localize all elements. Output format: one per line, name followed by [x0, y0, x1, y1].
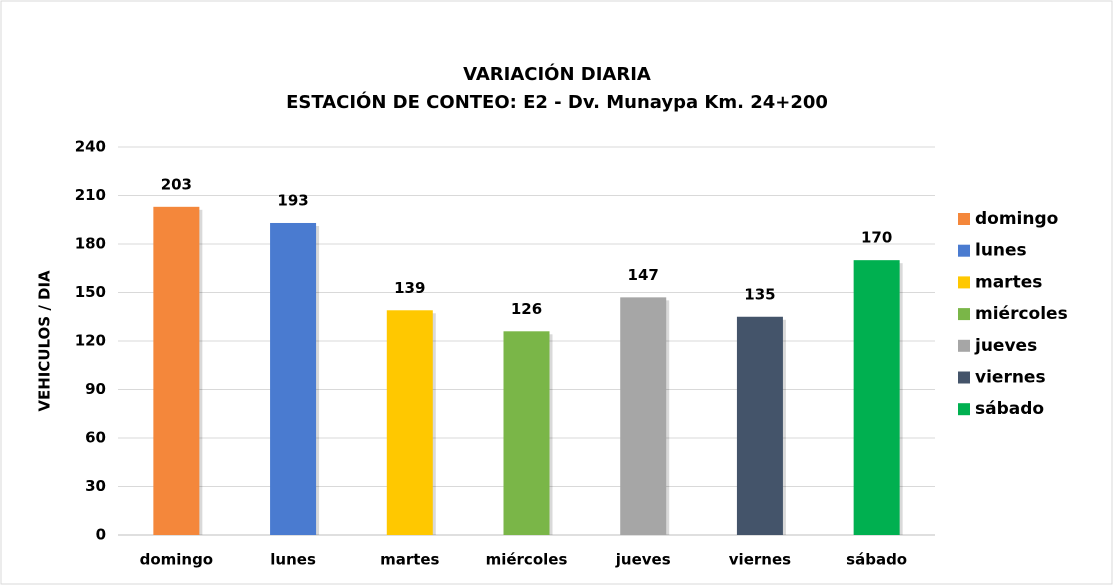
y-tick-label: 150: [75, 283, 106, 301]
data-label: 139: [394, 279, 425, 297]
data-label: 147: [628, 266, 659, 284]
bar: [503, 331, 550, 535]
data-label: 135: [744, 285, 775, 303]
legend-label: miércoles: [975, 304, 1068, 324]
data-label: 193: [277, 191, 308, 209]
chart-title: VARIACIÓN DIARIA: [463, 63, 651, 85]
legend-label: sábado: [975, 399, 1044, 419]
legend-swatch: [958, 213, 970, 225]
legend-label: domingo: [975, 209, 1058, 229]
bar: [620, 297, 667, 535]
y-axis-label: VEHICULOS / DIA: [36, 270, 54, 412]
legend-label: viernes: [975, 368, 1046, 388]
y-tick-label: 0: [96, 526, 106, 544]
data-label: 170: [861, 229, 892, 247]
y-tick-label: 30: [85, 477, 106, 495]
y-tick-label: 240: [75, 138, 106, 156]
y-tick-label: 90: [85, 380, 106, 398]
legend-label: martes: [975, 272, 1042, 292]
chart-subtitle: ESTACIÓN DE CONTEO: E2 - Dv. Munaypa Km.…: [286, 91, 828, 113]
bar: [736, 316, 783, 535]
legend-swatch: [958, 403, 970, 416]
x-tick-label: jueves: [615, 551, 671, 569]
x-tick-label: sábado: [846, 551, 907, 569]
x-tick-label: lunes: [270, 551, 316, 569]
y-tick-label: 120: [75, 332, 106, 350]
legend-swatch: [958, 371, 970, 384]
data-label: 203: [161, 175, 192, 193]
x-tick-label: miércoles: [486, 551, 568, 569]
legend-swatch: [958, 339, 970, 352]
legend-label: lunes: [975, 241, 1027, 261]
legend-swatch: [958, 244, 970, 257]
x-tick-label: domingo: [140, 551, 214, 569]
data-label: 126: [511, 300, 542, 318]
bar: [386, 310, 433, 535]
legend-swatch: [958, 276, 970, 289]
bar: [853, 260, 900, 535]
y-tick-label: 180: [75, 235, 106, 253]
y-tick-label: 210: [75, 186, 106, 204]
y-tick-label: 60: [85, 429, 106, 447]
legend-swatch: [958, 308, 970, 321]
legend-label: jueves: [974, 336, 1037, 356]
x-tick-label: viernes: [729, 551, 791, 569]
x-tick-label: martes: [380, 551, 439, 569]
bar: [270, 222, 317, 535]
bar: [153, 206, 200, 536]
